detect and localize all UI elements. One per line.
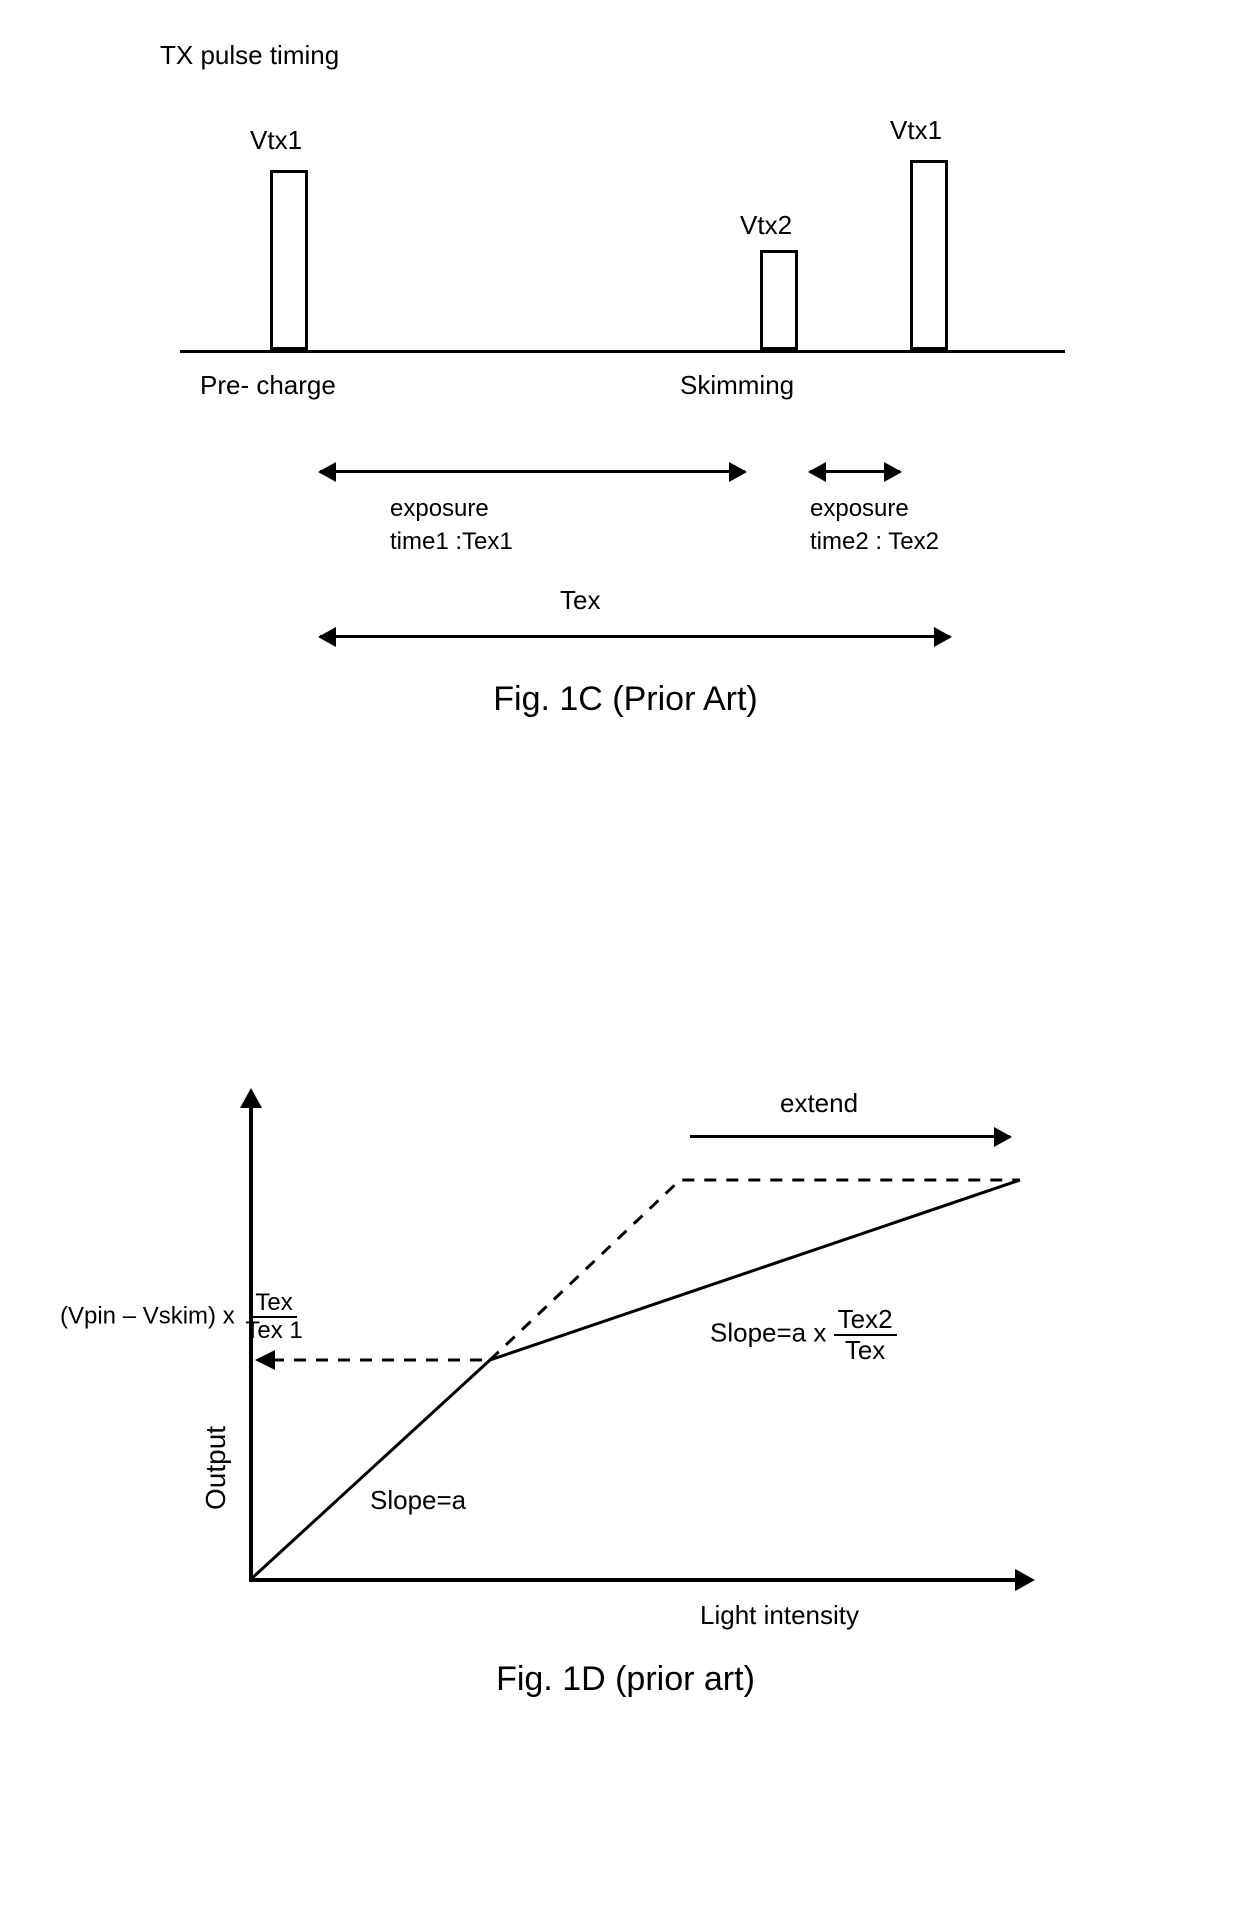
label-knee-formula: (Vpin – Vskim) x Tex Tex 1 [60,1290,307,1345]
knee-num: Tex [251,1290,296,1318]
slope2-prefix: Slope=a x [710,1317,826,1347]
label-precharge: Pre- charge [200,370,336,401]
pulse-skimming [760,250,798,350]
label-vtx1-right: Vtx1 [890,115,942,146]
figure-1c: TX pulse timing Vtx1 Vtx1 Vtx2 Pre- char… [40,40,1211,760]
knee-den: Tex 1 [241,1318,306,1344]
pulse-precharge [270,170,308,350]
caption-1d: Fig. 1D (prior art) [40,1660,1211,1699]
label-slope2: Slope=a x Tex2 Tex [710,1305,897,1364]
label-tex-total: Tex [560,585,600,616]
slope2-num: Tex2 [834,1305,897,1336]
arrow-tex2 [810,470,900,473]
label-skimming: Skimming [680,370,794,401]
y-axis-label: Output [200,1426,232,1510]
label-vtx1-left: Vtx1 [250,125,302,156]
slope2-den: Tex [841,1336,889,1365]
label-tex1-l2: time1 :Tex1 [390,528,513,556]
title: TX pulse timing [160,40,339,71]
knee-prefix: (Vpin – Vskim) x [60,1303,235,1330]
baseline [180,350,1065,353]
label-tex2-l2: time2 : Tex2 [810,528,939,556]
label-tex2-l1: exposure [810,495,909,523]
arrow-tex-total [320,635,950,638]
label-vtx2: Vtx2 [740,210,792,241]
label-slope-a: Slope=a [370,1485,466,1516]
x-axis-label: Light intensity [700,1600,859,1631]
figure-1d: extend (Vpin – Vskim) x Tex Tex 1 Slope=… [40,1020,1211,1740]
arrow-tex1 [320,470,745,473]
pulse-readout [910,160,948,350]
label-tex1-l1: exposure [390,495,489,523]
caption-1c: Fig. 1C (Prior Art) [40,680,1211,719]
